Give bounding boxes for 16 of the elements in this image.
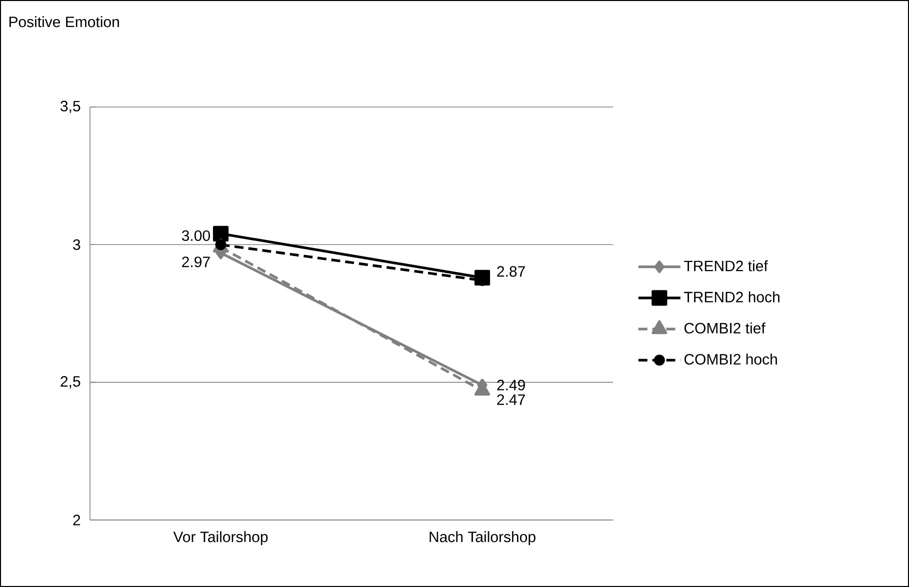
x-tick-label: Vor Tailorshop bbox=[173, 531, 268, 546]
y-tick-label: 3,5 bbox=[60, 100, 80, 114]
y-tick-label: 3 bbox=[73, 239, 80, 250]
legend-label: COMBI2 tief bbox=[684, 322, 766, 334]
x-tick-label: Nach Tailorshop bbox=[430, 531, 536, 546]
data-label: 2.49 bbox=[497, 380, 525, 390]
y-tick-label: 2,5 bbox=[60, 376, 80, 389]
data-label: 2.47 bbox=[497, 394, 525, 405]
legend-label: TREND2 hoch bbox=[684, 291, 780, 302]
data-label: 3.00 bbox=[182, 230, 210, 241]
data-label: 2.87 bbox=[497, 266, 525, 277]
legend-label: TREND2 tief bbox=[684, 260, 768, 272]
chart-title: Positive Emotion bbox=[9, 16, 119, 28]
data-label: 2.97 bbox=[182, 256, 210, 268]
legend-label: COMBI2 hoch bbox=[684, 354, 777, 365]
y-tick-label: 2 bbox=[73, 514, 80, 526]
